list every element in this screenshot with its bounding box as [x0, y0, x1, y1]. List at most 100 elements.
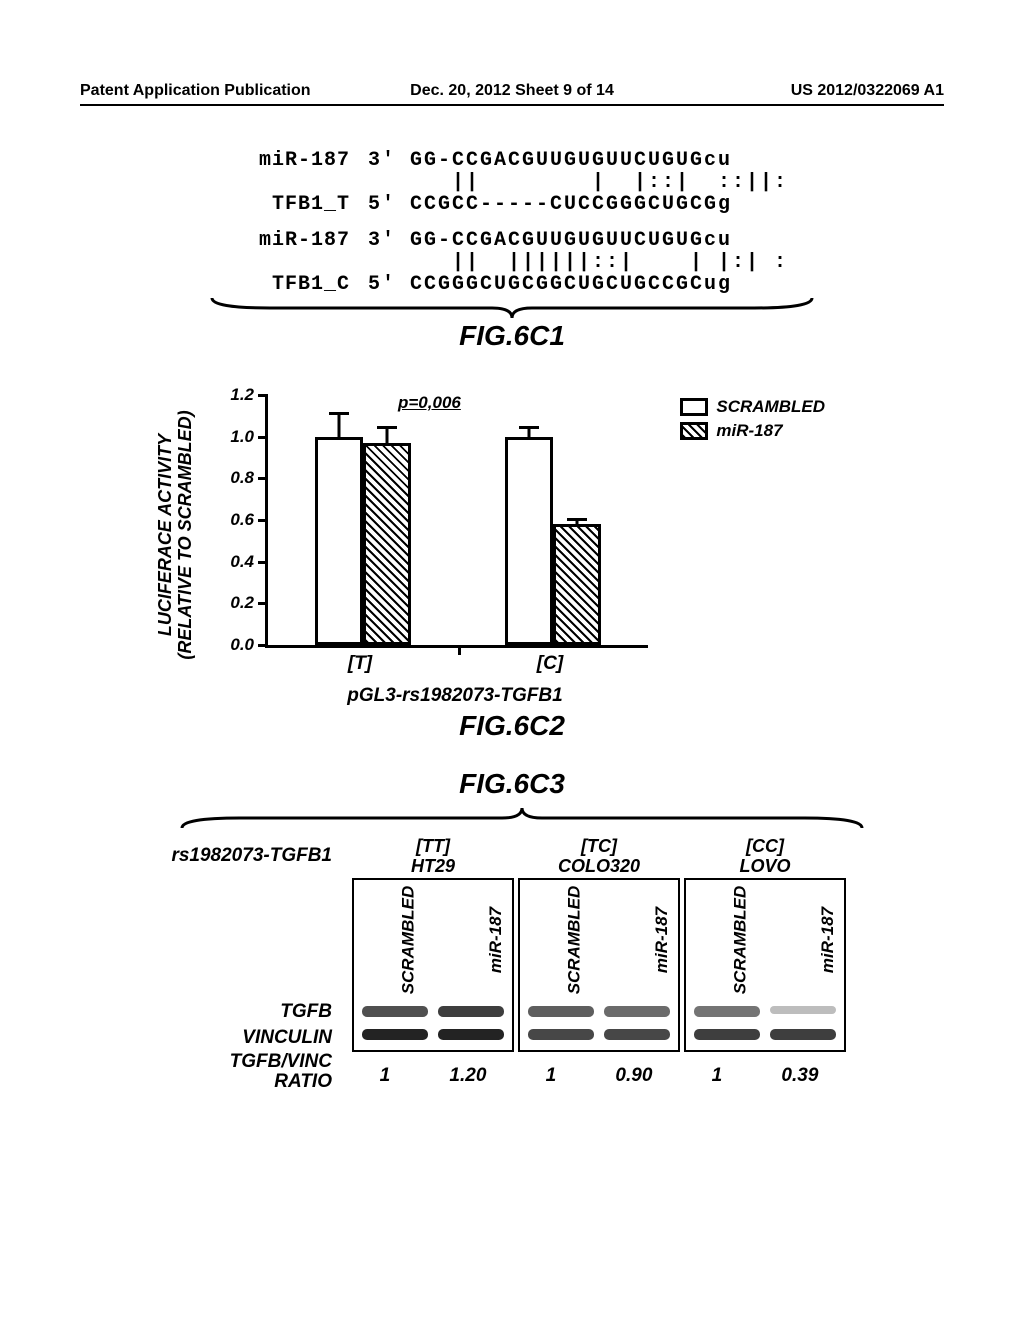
- band: [694, 1029, 760, 1040]
- genotype-head: [CC]LOVO: [682, 834, 848, 878]
- ratio-value: 1.20: [449, 1065, 486, 1087]
- seq-match-1: || | |::| ::||:: [368, 172, 788, 194]
- band: [694, 1006, 760, 1017]
- x-category-c: [C]: [537, 653, 563, 675]
- legend-item-mir187: miR-187: [680, 421, 825, 441]
- y-tick: [258, 561, 268, 564]
- lane-head-cell: SCRAMBLED miR-187: [352, 878, 514, 1000]
- band-cell: [684, 1000, 846, 1023]
- legend: SCRAMBLED miR-187: [680, 397, 825, 445]
- bar-chart: LUCIFERACE ACTIVITY (RELATIVE TO SCRAMBL…: [215, 385, 815, 695]
- band: [362, 1006, 428, 1017]
- legend-label-mir187: miR-187: [716, 421, 782, 441]
- figure-label-6c2: FIG.6C2: [0, 710, 1024, 742]
- error-cap: [519, 426, 539, 429]
- sequence-alignment-block: miR-187 3' GG-CCGACGUUGUGUUCUGUGcu || | …: [210, 150, 814, 296]
- band-cell: [352, 1000, 514, 1023]
- legend-swatch-hatched: [680, 422, 708, 440]
- band: [528, 1006, 594, 1017]
- band: [528, 1029, 594, 1040]
- ratio-label: TGFB/VINCRATIO: [140, 1052, 350, 1092]
- lane-head: SCRAMBLED: [564, 886, 584, 995]
- ratio-value: 1: [380, 1065, 391, 1087]
- y-tick: [258, 644, 268, 647]
- header-left: Patent Application Publication: [80, 82, 311, 100]
- seq-mir187-1: 3' GG-CCGACGUUGUGUUCUGUGcu: [368, 150, 732, 172]
- alignment-pair-2: miR-187 3' GG-CCGACGUUGUGUUCUGUGcu || ||…: [210, 230, 814, 296]
- header-right: US 2012/0322069 A1: [791, 82, 944, 100]
- brace-fig6c3: [180, 806, 864, 830]
- y-tick: [258, 394, 268, 397]
- lane-head: miR-187: [818, 907, 838, 973]
- seq-mir187-2: 3' GG-CCGACGUUGUGUUCUGUGcu: [368, 230, 732, 252]
- legend-label-scrambled: SCRAMBLED: [716, 397, 825, 417]
- lane-head-cell: SCRAMBLED miR-187: [684, 878, 846, 1000]
- band-cell: [684, 1023, 846, 1052]
- seq-label-mir187-2: miR-187: [210, 230, 368, 252]
- error-cap: [377, 426, 397, 429]
- ratio-cell: 10.39: [682, 1057, 848, 1087]
- p-value-text: p=0,006: [398, 393, 461, 413]
- seq-tfb1t: 5' CCGCC-----CUCCGGGCUGCGg: [368, 194, 732, 216]
- y-tick: [258, 519, 268, 522]
- ratio-value: 1: [712, 1065, 723, 1087]
- legend-item-scrambled: SCRAMBLED: [680, 397, 825, 417]
- lane-head: SCRAMBLED: [398, 886, 418, 995]
- figure-label-6c3: FIG.6C3: [0, 768, 1024, 800]
- figure-label-6c1: FIG.6C1: [0, 320, 1024, 352]
- x-axis-title: pGL3-rs1982073-TGFB1: [265, 685, 645, 707]
- seq-match-2: || ||||||::| | |:| :: [368, 252, 788, 274]
- lane-head: miR-187: [652, 907, 672, 973]
- band-cell: [352, 1023, 514, 1052]
- bar: [315, 437, 363, 645]
- band: [770, 1029, 836, 1040]
- row-label-vinculin: VINCULIN: [140, 1027, 350, 1049]
- y-tick: [258, 602, 268, 605]
- band: [770, 1006, 836, 1014]
- brace-fig6c1: [210, 296, 814, 320]
- band: [438, 1006, 504, 1017]
- y-tick: [258, 436, 268, 439]
- legend-swatch-open: [680, 398, 708, 416]
- y-tick-label: 0.6: [220, 510, 254, 530]
- band-cell: [518, 1000, 680, 1023]
- band: [438, 1029, 504, 1040]
- error-bar: [338, 412, 341, 437]
- x-tick: [458, 645, 461, 655]
- seq-label-mir187-1: miR-187: [210, 150, 368, 172]
- y-axis-title-line2: (RELATIVE TO SCRAMBLED): [175, 410, 195, 659]
- y-tick-label: 1.0: [220, 427, 254, 447]
- y-axis-title-line1: LUCIFERACE ACTIVITY: [155, 434, 175, 636]
- y-tick-label: 0.4: [220, 552, 254, 572]
- ratio-value: 1: [546, 1065, 557, 1087]
- x-category-t: [T]: [348, 653, 372, 675]
- band: [362, 1029, 428, 1040]
- y-tick: [258, 477, 268, 480]
- seq-label-tfb1t: TFB1_T: [210, 194, 368, 216]
- bar: [553, 524, 601, 645]
- bar: [363, 443, 411, 645]
- snp-label: rs1982073-TGFB1: [140, 845, 350, 867]
- western-blot-panel: rs1982073-TGFB1[TT]HT29[TC]COLO320[CC]LO…: [140, 834, 870, 1092]
- ratio-value: 0.90: [615, 1065, 652, 1087]
- y-axis-title: LUCIFERACE ACTIVITY (RELATIVE TO SCRAMBL…: [155, 410, 195, 659]
- row-label-tgfb: TGFB: [140, 1001, 350, 1023]
- band: [604, 1029, 670, 1040]
- alignment-pair-1: miR-187 3' GG-CCGACGUUGUGUUCUGUGcu || | …: [210, 150, 814, 216]
- y-tick-label: 1.2: [220, 385, 254, 405]
- lane-head-cell: SCRAMBLED miR-187: [518, 878, 680, 1000]
- lane-head: miR-187: [486, 907, 506, 973]
- header-center: Dec. 20, 2012 Sheet 9 of 14: [410, 82, 614, 100]
- ratio-value: 0.39: [781, 1065, 818, 1087]
- band: [604, 1006, 670, 1017]
- ratio-cell: 10.90: [516, 1057, 682, 1087]
- lane-head: SCRAMBLED: [730, 886, 750, 995]
- y-tick-label: 0.0: [220, 635, 254, 655]
- header-rule: [80, 104, 944, 106]
- band-cell: [518, 1023, 680, 1052]
- y-tick-label: 0.8: [220, 468, 254, 488]
- plot-area: p=0,006 0.00.20.40.60.81.01.2: [265, 395, 648, 648]
- genotype-head: [TT]HT29: [350, 834, 516, 878]
- error-cap: [329, 412, 349, 415]
- error-cap: [567, 518, 587, 521]
